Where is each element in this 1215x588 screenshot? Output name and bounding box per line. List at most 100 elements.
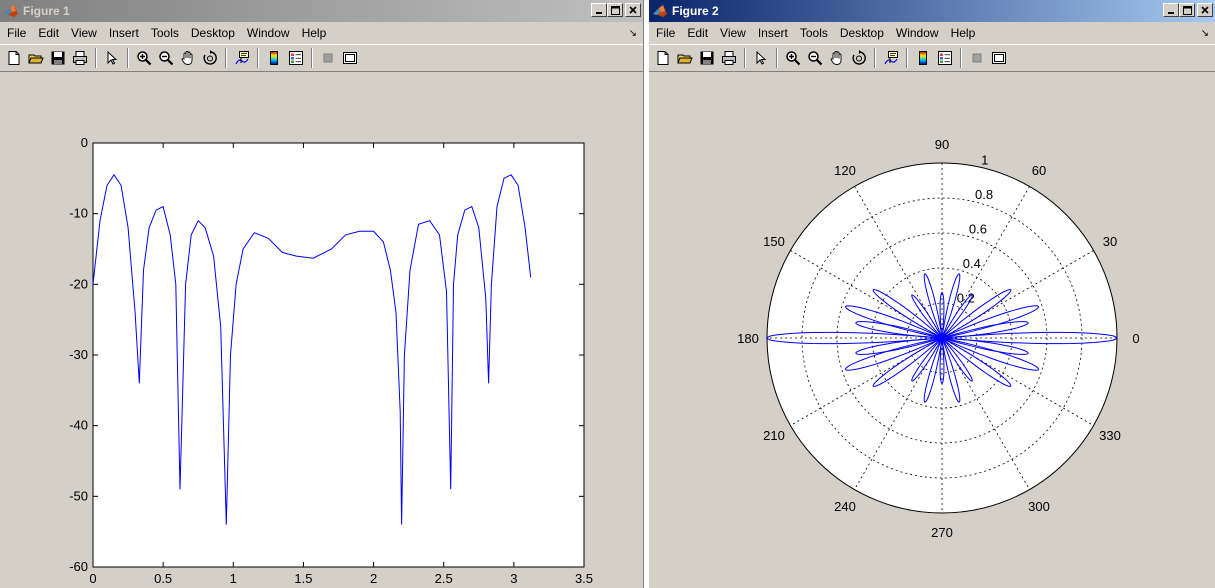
zoom-out-button[interactable] — [804, 47, 826, 69]
open-file-icon — [677, 54, 693, 64]
menu-tools[interactable]: Tools — [799, 26, 828, 40]
polar-lobe — [872, 337, 943, 388]
menu-view[interactable]: View — [720, 26, 746, 40]
zoom-out-button[interactable] — [155, 47, 177, 69]
legend-button[interactable] — [285, 47, 307, 69]
window-title: Figure 1 — [23, 4, 70, 18]
print-button[interactable] — [69, 47, 91, 69]
maximize-button[interactable] — [607, 3, 623, 17]
maximize-button[interactable] — [1179, 3, 1195, 17]
polar-lobe — [855, 337, 943, 355]
angle-tick-label: 150 — [763, 234, 785, 249]
series-line — [92, 173, 532, 525]
print-button[interactable] — [718, 47, 740, 69]
polar-lobe — [941, 337, 1040, 371]
angle-tick-label: 300 — [1028, 499, 1050, 514]
minimize-button[interactable] — [591, 3, 607, 17]
radial-tick-label: 0.4 — [963, 256, 981, 271]
menubar: File Edit View Insert Tools Desktop Wind… — [0, 23, 643, 43]
pan-button[interactable] — [826, 47, 848, 69]
angle-tick-label: 330 — [1099, 428, 1121, 443]
save-button[interactable] — [47, 47, 69, 69]
figure-2-canvas[interactable]: 0.2 0.4 0.6 0.8 1 0 30 60 90 120 150 180 210 240 270 3… — [649, 74, 1215, 588]
polar-lobe — [941, 321, 1029, 339]
figure-toolbar — [0, 44, 643, 72]
dock-arrow-icon[interactable]: ↘ — [1200, 28, 1209, 39]
close-button[interactable] — [625, 3, 641, 17]
open-file-button[interactable] — [674, 47, 696, 69]
data-cursor-button[interactable] — [231, 47, 253, 69]
data-cursor-icon — [884, 51, 898, 65]
hide-plot-tools-button[interactable] — [966, 47, 988, 69]
menu-help[interactable]: Help — [301, 26, 327, 40]
colorbar-icon — [270, 51, 278, 65]
save-button[interactable] — [696, 47, 718, 69]
zoom-in-button[interactable] — [782, 47, 804, 69]
pan-hand-icon — [181, 51, 193, 65]
y-tick-label: -60 — [69, 559, 88, 574]
titlebar[interactable]: Figure 1 — [0, 0, 643, 22]
polar-lobe — [941, 337, 1012, 388]
window-title: Figure 2 — [672, 4, 719, 18]
colorbar-button[interactable] — [912, 47, 934, 69]
polar-lobe — [939, 291, 945, 339]
minimize-icon — [596, 12, 602, 14]
menubar: File Edit View Insert Tools Desktop Wind… — [649, 23, 1215, 43]
polar-lobe — [941, 305, 1040, 339]
angle-tick-label: 30 — [1103, 234, 1117, 249]
rotate-3d-button[interactable] — [848, 47, 870, 69]
zoom-out-icon — [808, 51, 823, 66]
menu-tools[interactable]: Tools — [150, 26, 179, 40]
rotate-3d-icon — [203, 50, 217, 65]
open-file-icon — [28, 54, 44, 64]
x-tick-label: 3 — [510, 571, 517, 586]
x-axis: 0 0.5 1 1.5 2 2.5 3 3.5 — [89, 143, 593, 586]
angle-tick-label: 0 — [1132, 331, 1139, 346]
colorbar-button[interactable] — [263, 47, 285, 69]
menu-file[interactable]: File — [7, 26, 27, 40]
y-tick-label: -10 — [69, 206, 88, 221]
menu-edit[interactable]: Edit — [687, 26, 709, 40]
toolbar-separator — [225, 48, 227, 68]
menu-insert[interactable]: Insert — [757, 26, 788, 40]
menu-window[interactable]: Window — [246, 26, 290, 40]
menu-file[interactable]: File — [656, 26, 676, 40]
select-arrow-button[interactable] — [750, 47, 772, 69]
zoom-in-button[interactable] — [133, 47, 155, 69]
angle-tick-label: 120 — [834, 163, 856, 178]
open-file-button[interactable] — [25, 47, 47, 69]
menu-help[interactable]: Help — [950, 26, 976, 40]
pan-hand-icon — [830, 51, 842, 65]
polar-lobe — [855, 321, 943, 339]
menu-desktop[interactable]: Desktop — [190, 26, 235, 40]
show-plot-tools-button[interactable] — [988, 47, 1010, 69]
show-plot-tools-button[interactable] — [339, 47, 361, 69]
minimize-button[interactable] — [1163, 3, 1179, 17]
data-cursor-button[interactable] — [880, 47, 902, 69]
print-icon — [73, 51, 87, 65]
window-controls — [1163, 3, 1213, 17]
menu-window[interactable]: Window — [895, 26, 939, 40]
menu-insert[interactable]: Insert — [108, 26, 139, 40]
legend-button[interactable] — [934, 47, 956, 69]
close-button[interactable] — [1197, 3, 1213, 17]
select-arrow-button[interactable] — [101, 47, 123, 69]
new-figure-button[interactable] — [652, 47, 674, 69]
dock-arrow-icon[interactable]: ↘ — [628, 28, 637, 39]
x-tick-label: 2.5 — [435, 571, 453, 586]
colorbar-icon — [919, 51, 927, 65]
figure-1-canvas[interactable]: 0 -10 -20 -30 -40 -50 -60 0 0.5 1 1.5 2 2.5 3 3.5 — [0, 74, 643, 588]
menu-view[interactable]: View — [71, 26, 97, 40]
radial-tick-label: 0.8 — [975, 187, 993, 202]
new-figure-button[interactable] — [3, 47, 25, 69]
plot-area — [92, 142, 585, 568]
pan-button[interactable] — [177, 47, 199, 69]
menu-edit[interactable]: Edit — [38, 26, 60, 40]
hide-plot-tools-button[interactable] — [317, 47, 339, 69]
titlebar[interactable]: Figure 2 — [649, 0, 1215, 22]
show-plot-tools-icon — [992, 52, 1006, 64]
menu-desktop[interactable]: Desktop — [839, 26, 884, 40]
rotate-3d-button[interactable] — [199, 47, 221, 69]
legend-icon — [938, 51, 952, 65]
polar-lobe — [844, 305, 943, 339]
